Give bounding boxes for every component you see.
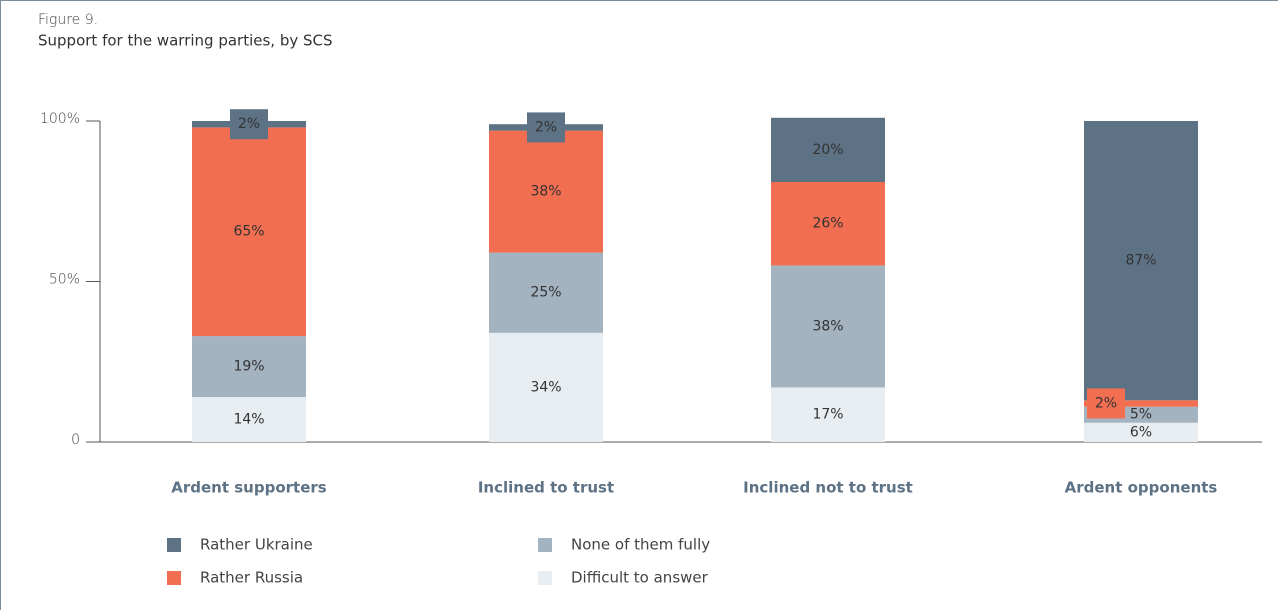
legend-swatch: [538, 571, 552, 585]
legend-swatch: [538, 538, 552, 552]
data-label: 6%: [1130, 424, 1152, 440]
data-label: 19%: [233, 359, 264, 375]
bar-segment: [489, 332, 603, 442]
legend-label: Rather Ukraine: [200, 536, 313, 554]
y-tick-label: 0: [71, 432, 80, 448]
data-label: 20%: [812, 142, 843, 158]
bar-segment: [771, 117, 885, 182]
legend-label: Difficult to answer: [571, 569, 709, 587]
bar-segment: [192, 397, 306, 442]
data-label: 14%: [233, 412, 264, 428]
legend-swatch: [167, 571, 181, 585]
data-label: 2%: [238, 116, 260, 132]
data-label: 26%: [812, 216, 843, 232]
x-tick-label: Inclined not to trust: [743, 479, 913, 497]
data-label: 38%: [812, 318, 843, 334]
bar-segment: [771, 181, 885, 266]
chart-title: Figure 9.: [38, 12, 98, 28]
label-box: [527, 112, 565, 143]
bar-segment: [1084, 400, 1198, 407]
bar-segment: [1084, 121, 1198, 401]
x-tick-label: Inclined to trust: [478, 479, 614, 497]
data-label: 38%: [530, 184, 561, 200]
data-label: 17%: [812, 407, 843, 423]
y-tick-label: 50%: [49, 272, 80, 288]
bar-segment: [192, 127, 306, 337]
x-tick-label: Ardent supporters: [171, 479, 327, 497]
bar-segment: [489, 252, 603, 333]
label-box: [1087, 388, 1125, 419]
data-label: 5%: [1130, 407, 1152, 423]
data-label: 34%: [530, 379, 561, 395]
data-label: 2%: [1095, 395, 1117, 411]
bar-segment: [489, 130, 603, 253]
bar-segment: [771, 387, 885, 442]
bar-segment: [192, 336, 306, 398]
data-label: 25%: [530, 285, 561, 301]
bar-segment: [1084, 422, 1198, 442]
data-label: 2%: [535, 119, 557, 135]
legend-label: Rather Russia: [200, 569, 303, 587]
data-label: 87%: [1125, 253, 1156, 269]
data-label: 65%: [233, 224, 264, 240]
legend-swatch: [167, 538, 181, 552]
bar-segment: [771, 265, 885, 388]
y-tick-label: 100%: [40, 111, 80, 127]
label-box: [230, 109, 268, 140]
x-tick-label: Ardent opponents: [1065, 479, 1218, 497]
legend-label: None of them fully: [571, 536, 710, 554]
chart-subtitle: Support for the warring parties, by SCS: [38, 32, 333, 50]
